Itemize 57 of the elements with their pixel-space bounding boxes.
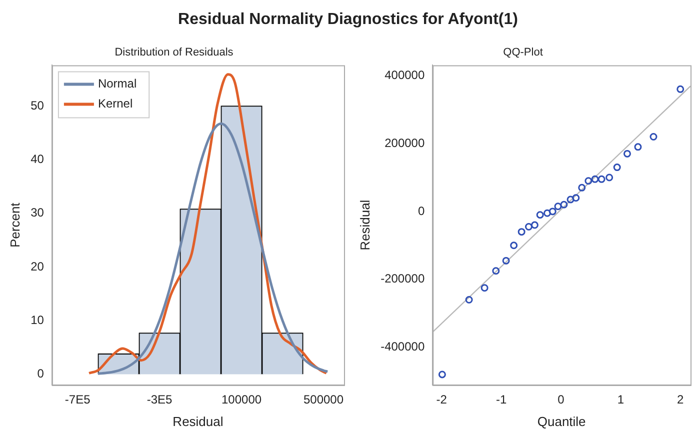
point xyxy=(572,194,580,202)
point xyxy=(492,267,500,275)
point xyxy=(510,242,518,250)
point xyxy=(566,196,574,204)
x-tick-label: -7E5 xyxy=(64,392,91,407)
legend-label: Kernel xyxy=(98,96,133,111)
point xyxy=(634,143,642,151)
x-tick-label: 1 xyxy=(617,392,624,407)
point xyxy=(584,177,592,185)
point xyxy=(518,228,526,236)
x-axis-title: Quantile xyxy=(537,414,586,429)
chart-title: Residual Normality Diagnostics for Afyont(1) xyxy=(177,10,519,30)
point xyxy=(650,132,658,140)
point xyxy=(623,150,631,158)
point xyxy=(613,164,621,172)
point xyxy=(536,211,544,219)
line-series xyxy=(96,122,329,375)
y-tick-label: 20 xyxy=(30,259,44,274)
point xyxy=(502,256,510,264)
point xyxy=(606,174,614,182)
point xyxy=(676,85,684,93)
y-tick-label: 0 xyxy=(418,204,425,218)
point xyxy=(530,221,538,229)
point xyxy=(480,284,488,292)
y-axis-title: Residual xyxy=(357,200,372,250)
y-axis-title: Percent xyxy=(7,202,22,248)
y-tick-label: -400000 xyxy=(380,340,425,354)
legend-label: Normal xyxy=(98,76,137,91)
point xyxy=(438,370,446,378)
point xyxy=(543,209,551,217)
point xyxy=(554,202,562,210)
chart-subtitle: Distribution of Residuals xyxy=(114,46,234,59)
x-tick-label: -3E5 xyxy=(146,392,173,407)
point xyxy=(578,184,586,192)
x-axis-title: Residual xyxy=(172,414,224,429)
y-tick-label: -200000 xyxy=(380,272,425,286)
y-tick-label: 400000 xyxy=(384,68,425,82)
y-tick-label: 30 xyxy=(30,206,44,220)
x-tick-label: 2 xyxy=(677,392,684,407)
point xyxy=(591,175,599,183)
x-tick-label: 500000 xyxy=(303,392,344,407)
point xyxy=(598,175,606,183)
y-tick-label: 10 xyxy=(30,312,44,327)
point xyxy=(548,208,556,216)
x-tick-label: 100000 xyxy=(222,392,262,407)
y-tick-label: 0 xyxy=(37,366,44,381)
y-tick-label: 40 xyxy=(30,152,44,166)
x-tick-label: -1 xyxy=(496,392,507,407)
point xyxy=(465,296,473,304)
x-tick-label: 0 xyxy=(558,392,565,407)
chart-title: QQ-Plot xyxy=(503,46,543,59)
point xyxy=(524,222,532,230)
line-series xyxy=(88,73,328,374)
y-tick-label: 200000 xyxy=(384,136,425,150)
point xyxy=(560,200,568,208)
y-tick-label: 50 xyxy=(30,98,44,112)
x-tick-label: -2 xyxy=(436,392,448,407)
